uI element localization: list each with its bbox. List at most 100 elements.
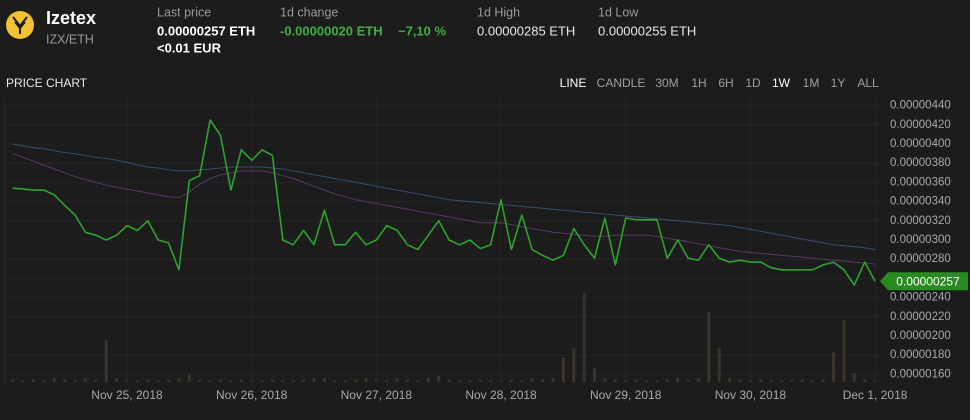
volume-bar bbox=[302, 379, 306, 382]
volume-bar bbox=[613, 379, 617, 382]
volume-bar bbox=[167, 379, 171, 382]
volume-bar bbox=[63, 379, 67, 382]
range-button[interactable]: 1D bbox=[745, 76, 761, 90]
volume-bar bbox=[270, 379, 274, 382]
volume-bar bbox=[561, 357, 565, 382]
volume-bar bbox=[364, 377, 368, 382]
volume-bar bbox=[832, 352, 836, 382]
volume-bar bbox=[811, 380, 815, 382]
stat-label: 1d change bbox=[280, 5, 338, 19]
volume-bar bbox=[530, 378, 534, 382]
volume-bar bbox=[780, 380, 784, 382]
range-button[interactable]: ALL bbox=[857, 76, 879, 90]
y-tick-label: 0.00000180 bbox=[890, 349, 951, 361]
x-tick-label: Nov 30, 2018 bbox=[715, 388, 787, 402]
volume-bar bbox=[790, 379, 794, 382]
stat-value: <0.01 EUR bbox=[157, 40, 222, 55]
volume-bar bbox=[572, 347, 576, 382]
volume-bar bbox=[447, 379, 451, 382]
stat-value: 0.00000285 ETH bbox=[477, 23, 575, 38]
volume-bar bbox=[135, 380, 139, 382]
volume-bar bbox=[42, 380, 46, 382]
volume-bar bbox=[281, 380, 285, 382]
y-tick-label: 0.00000160 bbox=[890, 368, 951, 380]
volume-bar bbox=[198, 379, 202, 382]
volume-bar bbox=[52, 377, 56, 382]
volume-bar bbox=[21, 380, 25, 382]
volume-bar bbox=[769, 380, 773, 382]
logo-glyph bbox=[12, 16, 28, 34]
volume-bar bbox=[478, 379, 482, 382]
range-button[interactable]: 6H bbox=[718, 76, 733, 90]
volume-bar bbox=[31, 379, 35, 382]
volume-bar bbox=[551, 377, 555, 382]
volume-bar bbox=[395, 378, 399, 382]
volume-bar bbox=[468, 380, 472, 382]
volume-bar bbox=[821, 379, 825, 382]
x-tick-label: Nov 26, 2018 bbox=[216, 388, 288, 402]
volume-bar bbox=[842, 319, 846, 382]
stat-value: 0.00000257 ETH bbox=[157, 23, 255, 38]
volume-bar bbox=[686, 379, 690, 382]
range-button[interactable]: 1W bbox=[772, 76, 791, 90]
volume-bar bbox=[603, 378, 607, 382]
price-tag bbox=[880, 272, 968, 291]
range-button[interactable]: LINE bbox=[560, 76, 587, 90]
volume-bar bbox=[457, 380, 461, 382]
y-tick-label: 0.00000400 bbox=[890, 138, 951, 150]
y-tick-label: 0.00000240 bbox=[890, 292, 951, 304]
volume-bar bbox=[426, 377, 430, 382]
volume-bar bbox=[655, 380, 659, 382]
volume-bar bbox=[852, 373, 856, 382]
volume-bar bbox=[738, 379, 742, 382]
volume-bar bbox=[728, 377, 732, 382]
volume-bar bbox=[416, 380, 420, 382]
price-tag-label: 0.00000257 bbox=[896, 274, 960, 288]
range-button[interactable]: 30M bbox=[655, 76, 678, 90]
volume-bar bbox=[115, 377, 119, 382]
x-tick-label: Nov 25, 2018 bbox=[91, 388, 163, 402]
volume-bar bbox=[696, 378, 700, 382]
volume-bar bbox=[208, 380, 212, 382]
series-line bbox=[12, 153, 876, 265]
volume-bar bbox=[634, 379, 638, 382]
volume-bar bbox=[94, 379, 98, 382]
range-button[interactable]: 1M bbox=[803, 76, 820, 90]
stat-label: Last price bbox=[157, 5, 211, 19]
volume-bar bbox=[156, 380, 160, 382]
y-tick-label: 0.00000420 bbox=[890, 119, 951, 131]
volume-bar bbox=[707, 311, 711, 382]
volume-bar bbox=[354, 379, 358, 382]
volume-bar bbox=[863, 379, 867, 382]
volume-bar bbox=[520, 380, 524, 382]
volume-bar bbox=[312, 377, 316, 382]
y-tick-label: 0.00000280 bbox=[890, 253, 951, 265]
series-line bbox=[12, 143, 876, 251]
volume-bar bbox=[229, 380, 233, 382]
y-tick-label: 0.00000360 bbox=[890, 176, 951, 188]
volume-bar bbox=[717, 347, 721, 382]
y-tick-label: 0.00000300 bbox=[890, 234, 951, 246]
range-button[interactable]: 1Y bbox=[831, 76, 846, 90]
range-button[interactable]: CANDLE bbox=[597, 76, 646, 90]
stat-value: −7,10 % bbox=[398, 23, 447, 38]
y-tick-label: 0.00000340 bbox=[890, 196, 951, 208]
volume-bar bbox=[759, 379, 763, 382]
volume-bar bbox=[644, 380, 648, 382]
volume-bar bbox=[800, 379, 804, 382]
volume-bar bbox=[187, 374, 191, 382]
volume-bar bbox=[406, 379, 410, 382]
volume-bar bbox=[593, 368, 597, 382]
stat-value: 0.00000255 ETH bbox=[598, 23, 696, 38]
volume-bar bbox=[11, 379, 15, 382]
volume-bar bbox=[322, 378, 326, 382]
volume-bar bbox=[333, 380, 337, 382]
volume-bar bbox=[582, 292, 586, 382]
x-tick-label: Nov 27, 2018 bbox=[341, 388, 413, 402]
y-tick-label: 0.00000320 bbox=[890, 215, 951, 227]
range-button[interactable]: 1H bbox=[691, 76, 706, 90]
x-tick-label: Nov 28, 2018 bbox=[465, 388, 537, 402]
series-line bbox=[12, 119, 876, 286]
y-tick-label: 0.00000220 bbox=[890, 311, 951, 323]
